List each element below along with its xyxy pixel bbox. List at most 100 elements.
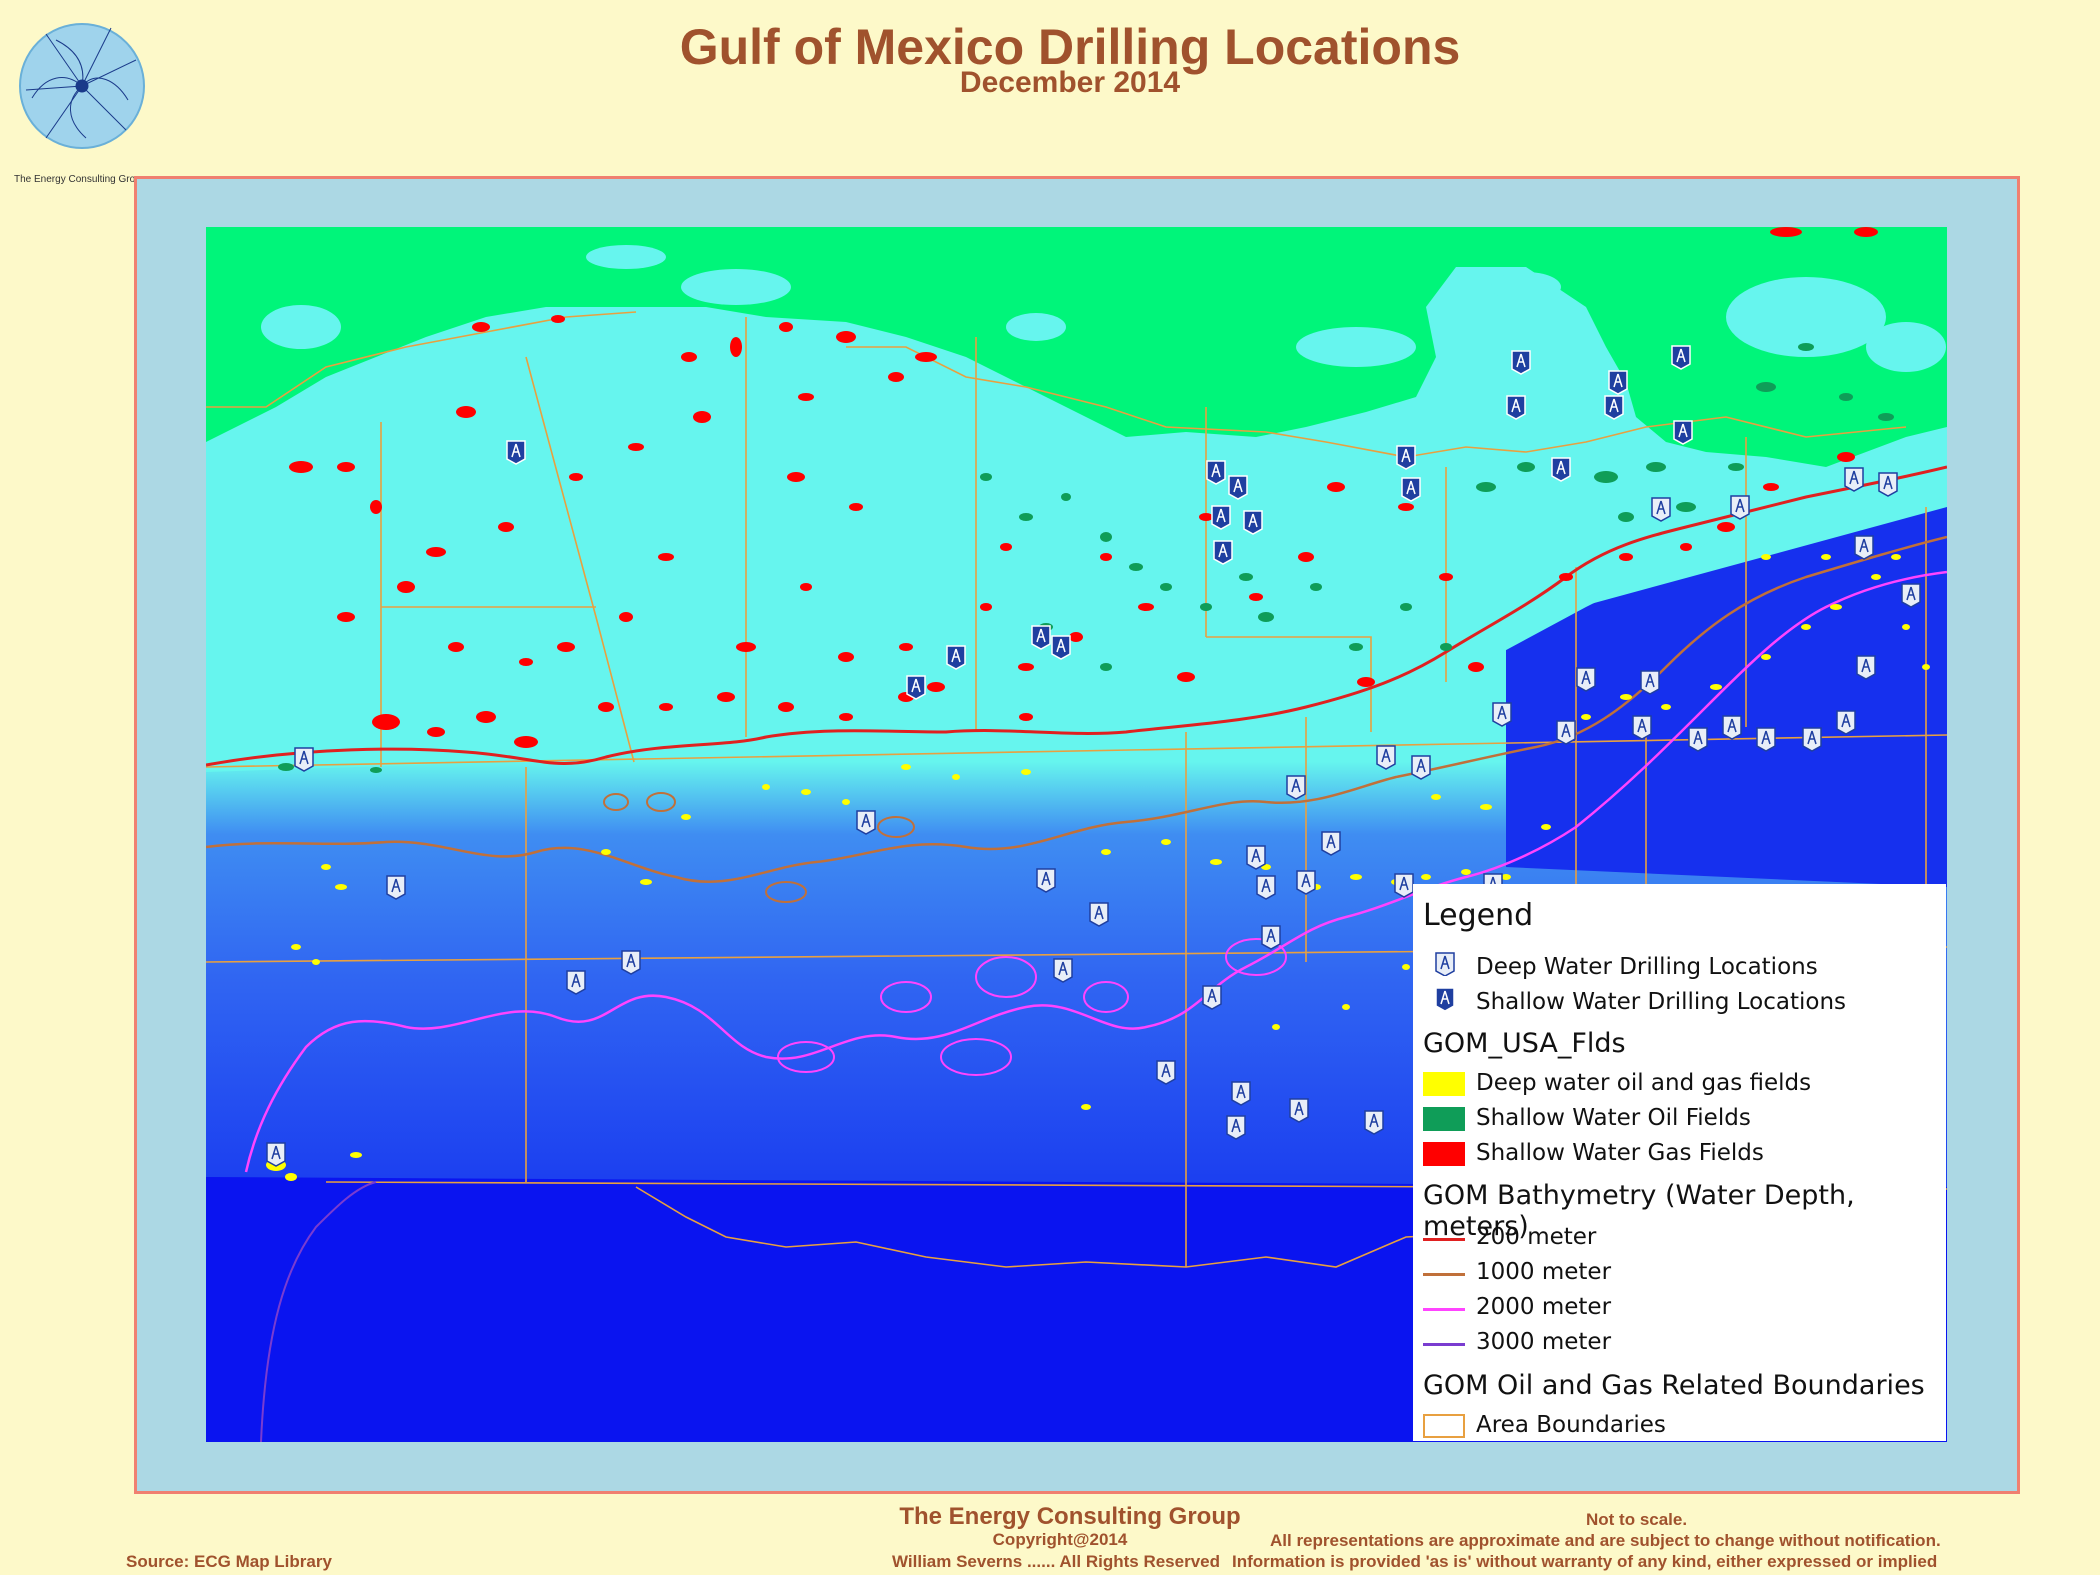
shallow-rig-marker[interactable] [506, 440, 526, 465]
deep-rig-marker[interactable] [294, 747, 314, 772]
deep-rig-marker[interactable] [1632, 715, 1652, 740]
shallow-rig-marker[interactable] [906, 675, 926, 700]
shallow-rig-marker[interactable] [1604, 395, 1624, 420]
deep-rig-marker[interactable] [1878, 472, 1898, 497]
shallow-rig-marker[interactable] [1051, 635, 1071, 660]
shallow-water-oil-fields [278, 343, 1894, 773]
shallow-rig-marker[interactable] [1396, 445, 1416, 470]
legend-200m: 200 meter [1476, 1224, 1597, 1250]
deep-rig-marker[interactable] [1640, 670, 1660, 695]
deep-rig-marker[interactable] [621, 950, 641, 975]
company-logo [16, 20, 148, 152]
deep-rig-marker[interactable] [1730, 495, 1750, 520]
line-2000m [1423, 1308, 1465, 1311]
contour-1000m [206, 535, 1947, 883]
deep-rig-marker[interactable] [1556, 720, 1576, 745]
deep-rig-marker[interactable] [1854, 535, 1874, 560]
swatch-shallow-oil [1423, 1107, 1465, 1131]
line-3000m [1423, 1343, 1465, 1346]
deep-rig-marker[interactable] [566, 970, 586, 995]
deep-rig-marker[interactable] [1756, 727, 1776, 752]
deep-rig-marker[interactable] [1722, 715, 1742, 740]
line-200m [1423, 1238, 1465, 1241]
deep-rig-marker[interactable] [1394, 873, 1414, 898]
contour-3000m [260, 1181, 377, 1442]
deep-rig-marker[interactable] [1651, 497, 1671, 522]
deep-rig-marker[interactable] [1411, 755, 1431, 780]
legend-boundaries-heading: GOM Oil and Gas Related Boundaries [1423, 1370, 1925, 1401]
shallow-rig-marker[interactable] [1031, 625, 1051, 650]
footer-org: The Energy Consulting Group [899, 1503, 1241, 1530]
legend-shallow-drilling: Shallow Water Drilling Locations [1476, 989, 1847, 1015]
footer-disclaimer-1: All representations are approximate and … [1270, 1531, 1941, 1550]
map-title: Gulf of Mexico Drilling Locations [679, 19, 1461, 75]
deep-rig-marker[interactable] [1901, 583, 1921, 608]
deep-rig-marker[interactable] [266, 1142, 286, 1167]
footer-disclaimer-2: Information is provided 'as is' without … [1232, 1552, 1938, 1571]
seamount-contours [777, 938, 1287, 1076]
deep-rig-marker[interactable] [1321, 831, 1341, 856]
shallow-rig-marker[interactable] [1401, 477, 1421, 502]
deep-rig-marker[interactable] [1202, 985, 1222, 1010]
deep-rig-marker[interactable] [1856, 655, 1876, 680]
footer-scale-note: Not to scale. [1586, 1510, 1688, 1529]
deep-rig-marker[interactable] [386, 875, 406, 900]
gulf-map[interactable] [206, 227, 1947, 1442]
shallow-water-gas-fields [289, 227, 1878, 748]
legend-title: Legend [1423, 898, 1534, 933]
logo-caption: The Energy Consulting Group [14, 174, 147, 185]
shallow-rig-marker[interactable] [1608, 370, 1628, 395]
legend-deep-fields: Deep water oil and gas fields [1476, 1070, 1812, 1096]
deep-rig-marker[interactable] [1246, 845, 1266, 870]
legend-deep-drilling: Deep Water Drilling Locations [1476, 954, 1818, 980]
map-legend: Legend Deep Water Drilling Locations Sha… [1413, 884, 1946, 1441]
deep-rig-marker[interactable] [1261, 925, 1281, 950]
shallow-rig-marker[interactable] [1206, 460, 1226, 485]
legend-2000m: 2000 meter [1476, 1294, 1612, 1320]
deep-rig-marker[interactable] [1844, 467, 1864, 492]
deep-rig-marker[interactable] [1802, 727, 1822, 752]
footer-source: Source: ECG Map Library [126, 1552, 332, 1571]
deep-rig-marker[interactable] [1256, 875, 1276, 900]
deep-rig-marker[interactable] [1836, 710, 1856, 735]
deep-rig-marker[interactable] [1231, 1081, 1251, 1106]
shallow-rig-marker[interactable] [1243, 510, 1263, 535]
legend-bathymetry-heading: GOM Bathymetry (Water Depth, meters) [1423, 1180, 1855, 1242]
deep-rig-marker[interactable] [856, 810, 876, 835]
shallow-rig-marker[interactable] [1551, 457, 1571, 482]
swatch-area-boundaries [1423, 1414, 1465, 1438]
contour-200m [206, 465, 1947, 767]
deep-rig-marker[interactable] [1089, 902, 1109, 927]
shallow-water-drilling-locations[interactable] [506, 345, 1693, 700]
shallow-rig-marker[interactable] [1511, 350, 1531, 375]
deep-rig-marker[interactable] [1688, 727, 1708, 752]
deep-rig-marker[interactable] [1053, 958, 1073, 983]
deep-rig-marker[interactable] [1286, 775, 1306, 800]
deep-rig-marker[interactable] [1226, 1115, 1246, 1140]
shallow-rig-marker[interactable] [946, 645, 966, 670]
contour-2000m [244, 570, 1947, 1173]
deep-rig-marker[interactable] [1296, 870, 1316, 895]
shallow-rig-marker[interactable] [1228, 475, 1248, 500]
shallow-rig-marker[interactable] [1213, 540, 1233, 565]
footer-copyright: Copyright@2014 [992, 1530, 1128, 1549]
swatch-deep-fields [1423, 1072, 1465, 1096]
deep-water-drilling-locations[interactable] [266, 467, 1921, 1167]
map-subtitle: December 2014 [959, 66, 1181, 99]
deep-rig-marker[interactable] [1289, 1098, 1309, 1123]
deep-rig-marker[interactable] [1156, 1060, 1176, 1085]
deep-rig-marker[interactable] [1364, 1110, 1384, 1135]
deep-rig-marker[interactable] [1036, 868, 1056, 893]
shallow-rig-marker[interactable] [1671, 345, 1691, 370]
swatch-shallow-gas [1423, 1142, 1465, 1166]
deep-rig-marker[interactable] [1492, 702, 1512, 727]
legend-3000m: 3000 meter [1476, 1329, 1612, 1355]
shallow-water-rig-icon [1435, 987, 1455, 1011]
shallow-rig-marker[interactable] [1673, 420, 1693, 445]
deep-rig-marker[interactable] [1576, 667, 1596, 692]
legend-fields-heading: GOM_USA_Flds [1423, 1028, 1626, 1059]
shallow-rig-marker[interactable] [1211, 505, 1231, 530]
shallow-rig-marker[interactable] [1506, 395, 1526, 420]
legend-1000m: 1000 meter [1476, 1259, 1612, 1285]
deep-rig-marker[interactable] [1376, 745, 1396, 770]
